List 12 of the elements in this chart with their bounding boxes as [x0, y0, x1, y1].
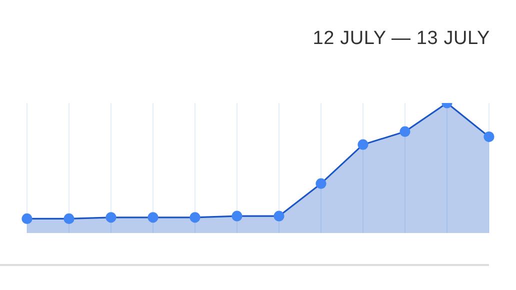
point	[274, 210, 284, 222]
point	[190, 212, 200, 223]
point	[400, 126, 410, 137]
point	[232, 210, 242, 222]
point	[64, 213, 74, 224]
chart-title: 12 JULY — 13 JULY	[312, 28, 490, 50]
point	[148, 212, 158, 223]
point	[358, 139, 368, 150]
point	[22, 213, 32, 224]
point	[316, 178, 326, 189]
point	[106, 212, 116, 223]
point	[484, 132, 494, 142]
